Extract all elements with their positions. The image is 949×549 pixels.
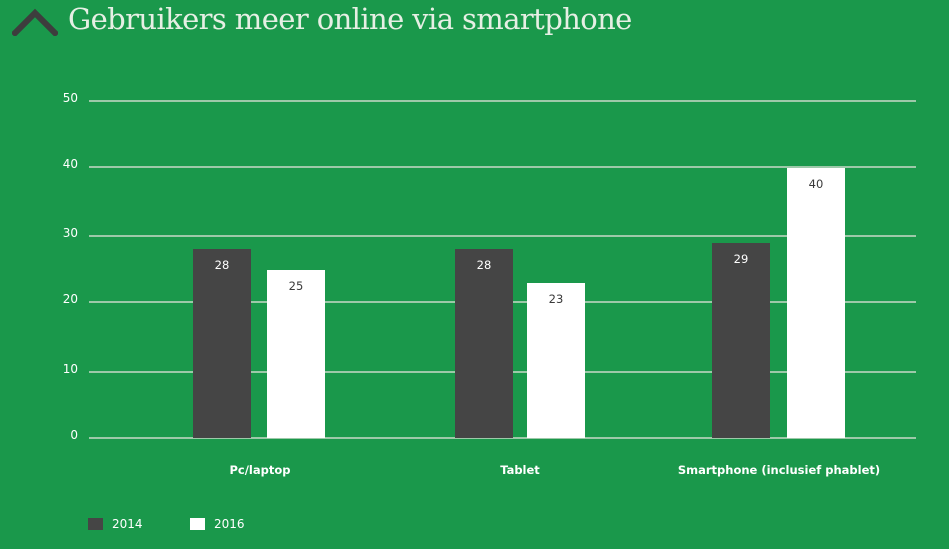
bar-2016[interactable]: 25 <box>267 269 325 438</box>
y-axis-tick-label: 20 <box>62 292 78 306</box>
bar-value-label: 29 <box>733 251 749 266</box>
bar-value-label: 40 <box>808 177 824 192</box>
legend-swatch-2016 <box>190 518 205 530</box>
y-axis-tick-label: 40 <box>62 157 78 171</box>
x-axis-category-label: Tablet <box>500 463 540 477</box>
gridline <box>89 100 916 102</box>
x-axis-category-label: Smartphone (inclusief phablet) <box>677 463 881 477</box>
header: Gebruikers meer online via smartphone <box>0 0 949 45</box>
chevron-up-icon[interactable] <box>12 6 58 36</box>
bar-value-label: 28 <box>476 258 492 273</box>
legend-label: 2016 <box>214 517 245 531</box>
bar-2016[interactable]: 40 <box>787 168 845 438</box>
x-axis-category-label: Pc/laptop <box>229 463 291 477</box>
bar-2016[interactable]: 23 <box>527 282 585 438</box>
legend-label: 2014 <box>112 517 143 531</box>
gridline <box>89 437 916 439</box>
chart-title: Gebruikers meer online via smartphone <box>68 2 632 36</box>
bar-value-label: 25 <box>288 278 304 293</box>
bar-2014[interactable]: 29 <box>712 242 770 438</box>
y-axis-tick-label: 30 <box>62 226 78 240</box>
bar-2014[interactable]: 28 <box>455 249 513 438</box>
gridline <box>89 235 916 237</box>
y-axis-tick-label: 50 <box>62 91 78 105</box>
y-axis-tick-label: 10 <box>62 362 78 376</box>
bar-value-label: 28 <box>214 258 230 273</box>
legend-swatch-2014 <box>88 518 103 530</box>
gridline <box>89 166 916 168</box>
bar-value-label: 23 <box>548 291 564 306</box>
bar-2014[interactable]: 28 <box>193 249 251 438</box>
y-axis-tick-label: 0 <box>70 428 78 442</box>
